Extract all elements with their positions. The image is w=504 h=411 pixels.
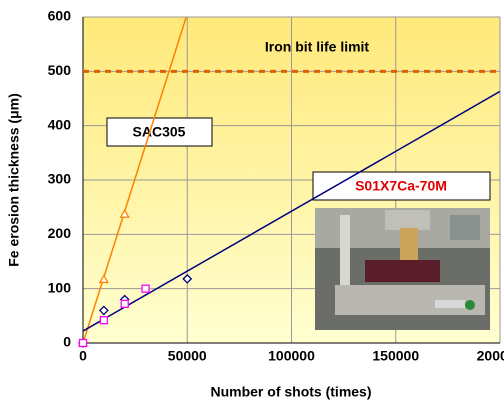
y-tick-label: 0: [63, 334, 71, 350]
x-tick-label: 150000: [372, 348, 419, 364]
x-tick-label: 200000: [477, 348, 504, 364]
y-tick-label: 600: [48, 8, 72, 24]
annotation: SAC305: [133, 124, 186, 140]
x-tick-label: 100000: [268, 348, 315, 364]
limit-label: Iron bit life limit: [265, 39, 370, 55]
point: [142, 285, 149, 292]
point: [100, 317, 107, 324]
x-tick-label: 50000: [168, 348, 207, 364]
y-tick-label: 200: [48, 225, 72, 241]
y-tick-label: 100: [48, 279, 72, 295]
photo: [315, 208, 490, 330]
point: [80, 340, 87, 347]
annotation: S01X7Ca-70M: [355, 178, 447, 194]
y-tick-label: 400: [48, 116, 72, 132]
y-tick-label: 500: [48, 62, 72, 78]
point: [121, 300, 128, 307]
y-tick-label: 300: [48, 171, 72, 187]
chart: Iron bit life limit SAC305 S01X7Ca-70M N…: [0, 0, 504, 406]
y-axis-title: Fe erosion thickness (μm): [6, 93, 22, 267]
x-axis-title: Number of shots (times): [210, 384, 371, 400]
x-tick-label: 0: [79, 348, 87, 364]
